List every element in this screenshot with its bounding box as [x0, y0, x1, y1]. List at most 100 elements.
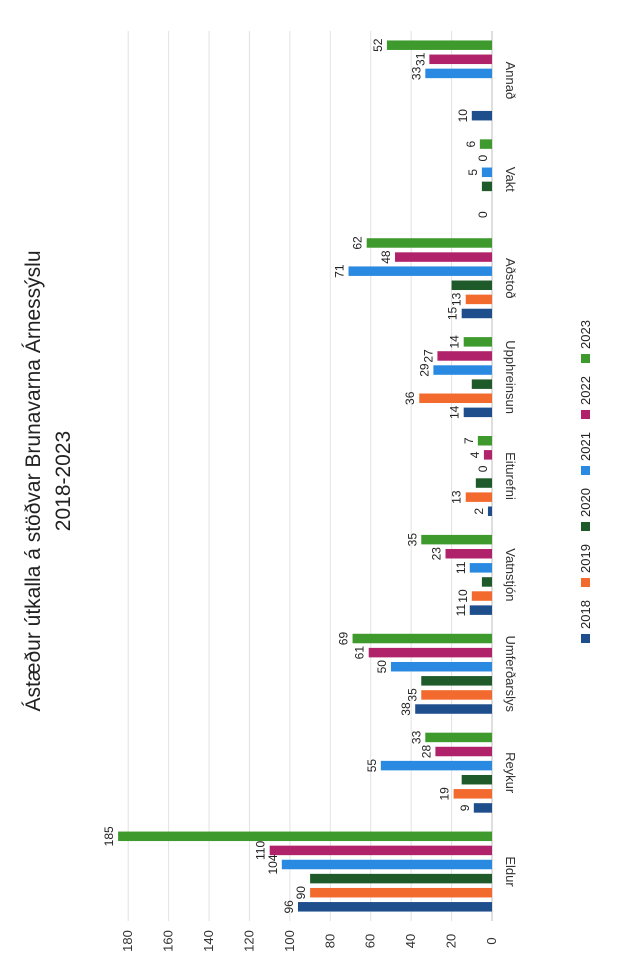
bar-2020 [481, 181, 493, 192]
bar-2022 [429, 54, 493, 65]
data-label: 96 [282, 900, 296, 914]
data-label: 71 [333, 264, 347, 278]
bar-2021 [380, 760, 492, 771]
value-tick-label: 40 [403, 934, 418, 948]
bar-2020 [481, 577, 493, 587]
data-label: 33 [409, 66, 423, 80]
bar-2019 [465, 294, 493, 305]
data-label: 185 [102, 826, 116, 846]
value-tick-label: 80 [322, 934, 337, 948]
bar-2022 [437, 351, 492, 361]
bar-2020 [451, 280, 492, 291]
data-label: 10 [456, 589, 470, 603]
data-label: 62 [351, 236, 365, 250]
data-label: 13 [450, 292, 464, 306]
data-label: 69 [337, 632, 351, 646]
legend-label: 2021 [578, 432, 593, 461]
legend-swatch [581, 466, 590, 475]
bar-2023 [477, 436, 492, 446]
data-label: 10 [456, 109, 470, 123]
data-label: 36 [403, 391, 417, 405]
bar-2020 [421, 676, 492, 686]
data-label: 19 [438, 787, 452, 801]
data-label: 52 [371, 38, 385, 52]
bar-2021 [433, 365, 492, 375]
bar-2018 [463, 407, 492, 418]
bar-2022 [269, 845, 492, 856]
data-label: 14 [448, 405, 462, 419]
bar-2021 [281, 859, 492, 870]
bar-2019 [471, 591, 492, 601]
bar-2018 [297, 902, 492, 912]
data-label: 50 [375, 660, 389, 674]
data-label: 13 [450, 490, 464, 504]
data-label: 6 [464, 140, 478, 147]
bar-2019 [421, 690, 492, 700]
data-label: 7 [462, 437, 476, 444]
category-label: Vakt [503, 167, 518, 192]
bar-2021 [390, 661, 492, 672]
bar-2018 [487, 506, 492, 516]
value-tick-label: 60 [363, 934, 378, 948]
bar-2022 [368, 647, 492, 658]
legend-swatch [581, 354, 590, 363]
data-label: 29 [417, 363, 431, 377]
title-line: 2018-2023 [52, 431, 75, 531]
legend-swatch [581, 634, 590, 643]
legend-label: 2022 [578, 376, 593, 405]
legend-label: 2023 [578, 320, 593, 349]
bar-2023 [425, 732, 493, 743]
bar-2019 [310, 887, 492, 898]
legend-swatch [581, 410, 590, 419]
data-label: 35 [405, 533, 419, 547]
value-tick-label: 0 [484, 937, 499, 944]
bar-2023 [479, 139, 493, 149]
value-tick-label: 20 [444, 934, 459, 948]
bar-2022 [394, 252, 492, 262]
value-tick-label: 140 [201, 930, 216, 952]
bar-2019 [453, 789, 493, 799]
category-label: Aðstoð [503, 258, 518, 298]
data-label: 90 [294, 886, 308, 900]
category-label: Umferðarslys [503, 635, 518, 712]
data-label: 0 [476, 465, 490, 472]
legend-label: 2019 [578, 544, 593, 573]
value-axis: 0 20 40 60 80 100 120 140 160 180 [120, 930, 499, 952]
data-label: 110 [254, 841, 268, 860]
data-label: 4 [468, 451, 482, 458]
data-label: 27 [421, 349, 435, 363]
bar-2018 [469, 605, 493, 615]
value-tick-label: 160 [161, 930, 176, 952]
bar-2023 [352, 633, 492, 644]
data-labels: 9690104110185919552833383550616911101123… [102, 38, 490, 913]
bar-2018 [471, 110, 492, 121]
data-label: 11 [454, 561, 468, 574]
chart-title: Ástæður útkalla á stöðvar Brunavarna Árn… [22, 250, 75, 711]
bar-2023 [366, 238, 492, 248]
value-tick-label: 180 [120, 930, 135, 952]
bar-2021 [348, 266, 492, 276]
bar-2020 [475, 478, 492, 488]
gridlines [127, 31, 493, 921]
bar-2018 [473, 803, 492, 813]
data-label: 28 [419, 745, 433, 759]
data-label: 48 [379, 250, 393, 264]
bars [118, 40, 493, 912]
category-label: Eldur [503, 856, 518, 887]
category-label: Reykur [503, 752, 518, 794]
bar-2022 [483, 450, 493, 460]
bar-2020 [310, 873, 492, 884]
data-label: 104 [266, 854, 280, 874]
data-label: 31 [413, 52, 427, 66]
data-label: 14 [448, 335, 462, 349]
bar-2019 [419, 393, 492, 404]
data-label: 2 [472, 508, 486, 515]
bar-2023 [463, 337, 492, 347]
bar-2018 [461, 308, 492, 319]
data-label: 0 [476, 155, 490, 162]
data-label: 5 [466, 169, 480, 176]
bar-2021 [481, 167, 493, 178]
category-label: Vatnstjón [503, 548, 518, 601]
